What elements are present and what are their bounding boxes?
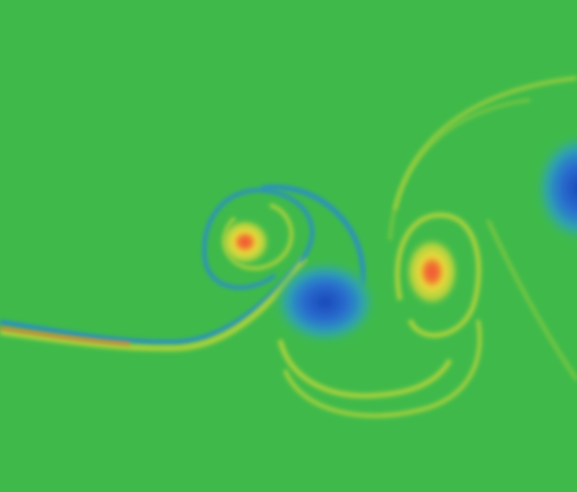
vortex-upper-left [202, 184, 366, 290]
shear-layer [0, 256, 308, 352]
vortex-edge-blue [535, 133, 577, 243]
vortex-center-blue [273, 260, 482, 418]
vortex-right-red [388, 76, 577, 382]
